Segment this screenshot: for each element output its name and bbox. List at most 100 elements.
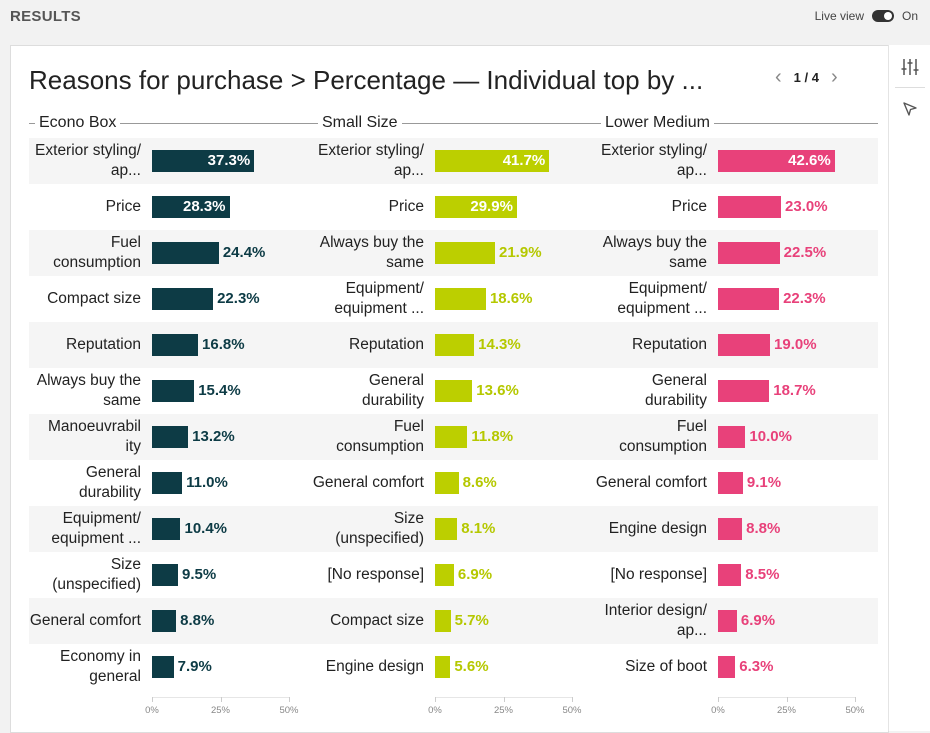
bar-row[interactable]: Interior design/ ap... 6.9% xyxy=(595,598,878,644)
bar-row[interactable]: Fuel consumption 10.0% xyxy=(595,414,878,460)
category-label: Equipment/ equipment ... xyxy=(334,280,424,317)
bar[interactable] xyxy=(152,610,177,632)
bar[interactable] xyxy=(718,564,742,586)
x-tick xyxy=(855,697,856,702)
category-label: [No response] xyxy=(610,566,708,583)
bar[interactable] xyxy=(435,150,550,172)
live-view-toggle[interactable] xyxy=(871,10,894,22)
bar[interactable] xyxy=(435,380,473,402)
bar-row[interactable]: Economy in general 7.9% xyxy=(29,644,312,690)
bar-row[interactable]: Always buy the same 22.5% xyxy=(595,230,878,276)
sliders-icon[interactable] xyxy=(900,57,920,77)
bar-row[interactable]: Reputation 16.8% xyxy=(29,322,312,368)
chevron-right-icon[interactable]: › xyxy=(830,66,838,88)
bar-row[interactable]: Fuel consumption 24.4% xyxy=(29,230,312,276)
bar-row[interactable]: General durability 11.0% xyxy=(29,460,312,506)
bar[interactable] xyxy=(435,518,458,540)
x-tick xyxy=(220,697,222,702)
cursor-arrow-icon[interactable] xyxy=(900,99,920,119)
category-label: Fuel consumption xyxy=(619,418,707,455)
bar[interactable] xyxy=(152,656,174,678)
bar-row[interactable]: Price 28.3% xyxy=(29,184,312,230)
bar[interactable] xyxy=(435,426,468,448)
x-tick xyxy=(786,697,788,702)
category-label: Always buy the same xyxy=(319,234,424,271)
bar[interactable] xyxy=(152,472,183,494)
bar-row[interactable]: Fuel consumption 11.8% xyxy=(312,414,595,460)
bar-row[interactable]: Engine design 8.8% xyxy=(595,506,878,552)
bar-row[interactable]: Always buy the same 21.9% xyxy=(312,230,595,276)
chevron-left-icon[interactable]: ‹ xyxy=(775,66,782,88)
bar-row[interactable]: Price 29.9% xyxy=(312,184,595,230)
bar[interactable] xyxy=(718,518,743,540)
chart-title: Reasons for purchase > Percentage — Indi… xyxy=(29,65,704,95)
bar[interactable] xyxy=(152,288,214,310)
bar[interactable] xyxy=(718,610,737,632)
bar[interactable] xyxy=(435,564,454,586)
bar[interactable] xyxy=(435,656,451,678)
bar-row[interactable]: [No response] 6.9% xyxy=(312,552,595,598)
bar[interactable] xyxy=(435,242,495,264)
value-label: 14.3% xyxy=(478,336,521,353)
bar-row[interactable]: Size (unspecified) 8.1% xyxy=(312,506,595,552)
bar-row[interactable]: General durability 18.7% xyxy=(595,368,878,414)
bar-row[interactable]: Always buy the same 15.4% xyxy=(29,368,312,414)
bar[interactable] xyxy=(718,334,771,356)
panel-title: Econo Box xyxy=(29,114,312,134)
live-view-control[interactable]: Live view On xyxy=(815,9,918,23)
category-label: Reputation xyxy=(632,336,707,353)
value-label: 6.9% xyxy=(740,612,776,629)
bar[interactable] xyxy=(152,242,219,264)
bar[interactable] xyxy=(152,426,189,448)
bar[interactable] xyxy=(152,196,230,218)
value-label: 11.0% xyxy=(186,474,228,491)
bar-row[interactable]: General comfort 9.1% xyxy=(595,460,878,506)
bar-row[interactable]: Exterior styling/ ap... 41.7% xyxy=(312,138,595,184)
bar[interactable] xyxy=(718,150,835,172)
bar-row[interactable]: General comfort 8.6% xyxy=(312,460,595,506)
bar[interactable] xyxy=(718,426,746,448)
bar[interactable] xyxy=(152,334,199,356)
bar-row[interactable]: Reputation 19.0% xyxy=(595,322,878,368)
bar[interactable] xyxy=(718,242,780,264)
bar[interactable] xyxy=(718,380,770,402)
bar-row[interactable]: Exterior styling/ ap... 37.3% xyxy=(29,138,312,184)
bar[interactable] xyxy=(718,196,782,218)
live-view-state: On xyxy=(901,9,918,23)
page-indicator: 1 / 4 xyxy=(793,70,819,85)
value-label: 6.3% xyxy=(739,658,774,675)
bar-row[interactable]: Engine design 5.6% xyxy=(312,644,595,690)
x-tick-label: 25% xyxy=(210,705,231,716)
bar[interactable] xyxy=(435,610,451,632)
bar-row[interactable]: General comfort 8.8% xyxy=(29,598,312,644)
bar-row[interactable]: Size (unspecified) 9.5% xyxy=(29,552,312,598)
bar-row[interactable]: Reputation 14.3% xyxy=(312,322,595,368)
x-tick-label: 50% xyxy=(845,705,865,716)
bar-row[interactable]: Equipment/ equipment ... 22.3% xyxy=(595,276,878,322)
bar-row[interactable]: Equipment/ equipment ... 10.4% xyxy=(29,506,312,552)
bar-row[interactable]: Exterior styling/ ap... 42.6% xyxy=(595,138,878,184)
bar[interactable] xyxy=(435,472,459,494)
bar[interactable] xyxy=(718,288,780,310)
bar[interactable] xyxy=(152,150,255,172)
bar-row[interactable]: Size of boot 6.3% xyxy=(595,644,878,690)
bar-row[interactable]: Equipment/ equipment ... 18.6% xyxy=(312,276,595,322)
bar[interactable] xyxy=(152,380,195,402)
bar[interactable] xyxy=(435,288,486,310)
bar[interactable] xyxy=(152,518,181,540)
bar-row[interactable]: Compact size 5.7% xyxy=(312,598,595,644)
bar-row[interactable]: [No response] 8.5% xyxy=(595,552,878,598)
value-label: 42.6% xyxy=(788,152,831,169)
bar[interactable] xyxy=(435,334,475,356)
bar[interactable] xyxy=(435,196,517,218)
bar[interactable] xyxy=(718,472,743,494)
bar-row[interactable]: Manoeuvrabil ity 13.2% xyxy=(29,414,312,460)
value-label: 11.8% xyxy=(471,428,514,445)
bar[interactable] xyxy=(718,656,736,678)
bar-row[interactable]: Price 23.0% xyxy=(595,184,878,230)
value-label: 5.7% xyxy=(454,612,489,629)
bar-row[interactable]: Compact size 22.3% xyxy=(29,276,312,322)
bar-row[interactable]: General durability 13.6% xyxy=(312,368,595,414)
x-tick-label: 50% xyxy=(562,705,582,716)
bar[interactable] xyxy=(152,564,179,586)
